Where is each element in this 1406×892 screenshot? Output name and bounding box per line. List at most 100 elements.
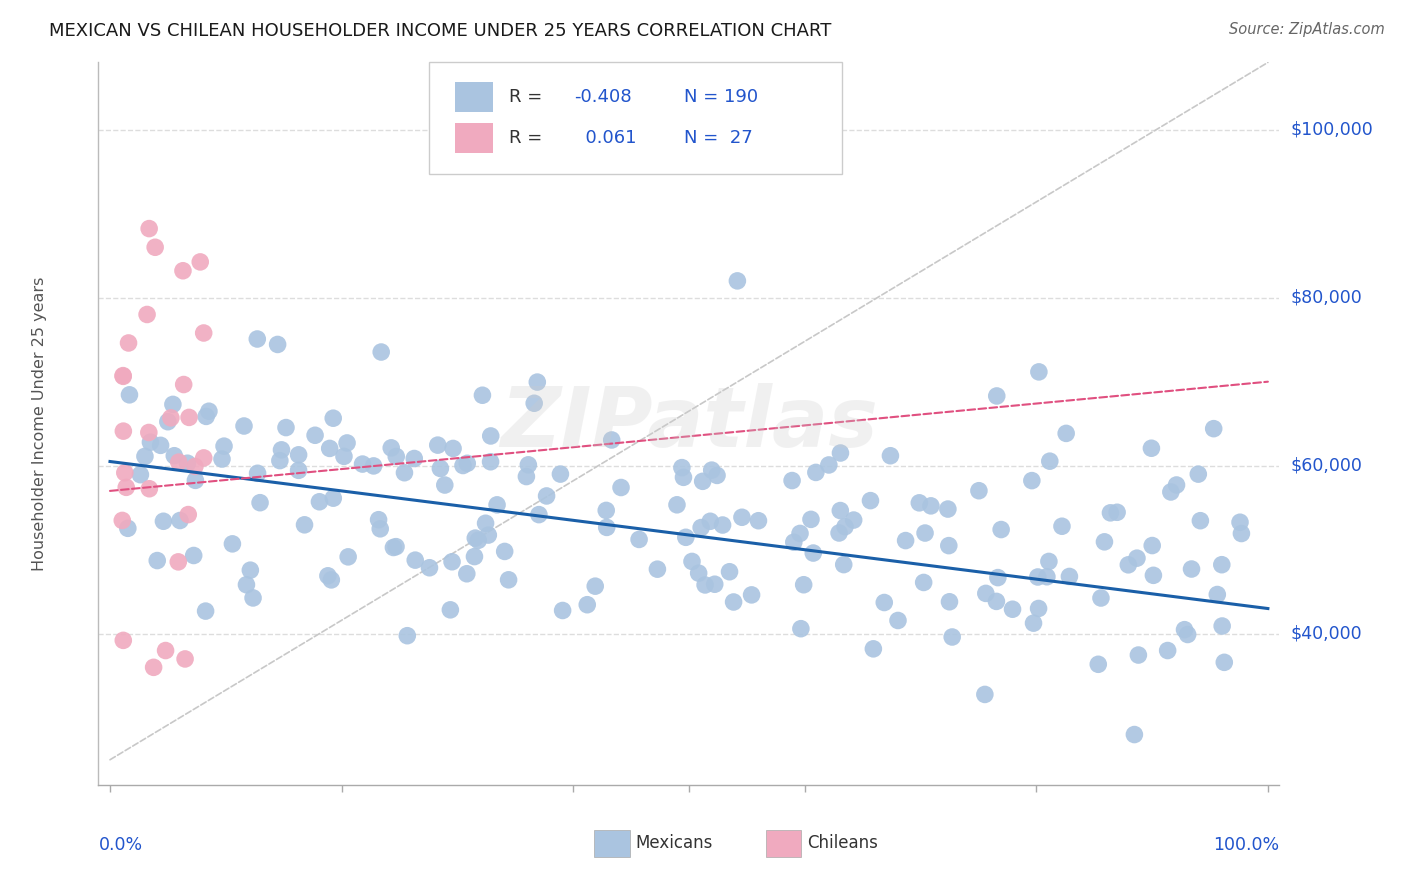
Point [117,521,139,535]
Point [426,438,449,452]
Point [451,458,474,473]
Point [936,502,959,516]
Point [498,573,520,587]
Text: R =: R = [509,129,548,147]
Point [239,563,262,577]
Point [1036,570,1059,584]
Point [938,595,960,609]
Point [134,450,156,464]
Point [249,496,271,510]
Point [129,467,152,482]
Point [894,533,917,548]
Point [463,549,485,564]
Point [610,481,633,495]
Point [1128,648,1150,662]
Point [834,519,856,533]
Point [1166,478,1188,492]
Point [479,455,502,469]
Point [368,522,391,536]
Point [163,449,186,463]
Bar [766,830,801,857]
Point [162,397,184,411]
Bar [595,830,630,857]
Point [1187,467,1209,482]
Point [246,467,269,481]
Point [1177,627,1199,641]
Point [471,388,494,402]
Point [233,419,256,434]
Point [671,460,693,475]
Point [242,591,264,605]
Point [723,595,745,609]
Point [142,660,165,674]
Point [938,539,960,553]
Point [986,389,1008,403]
Point [352,457,374,471]
Point [583,579,606,593]
Point [832,558,855,572]
Point [690,520,713,534]
Point [394,466,416,480]
Point [681,554,703,568]
Point [941,630,963,644]
Point [173,377,195,392]
Point [287,463,309,477]
Point [526,375,548,389]
Point [396,629,419,643]
Point [706,468,728,483]
Text: ZIPatlas: ZIPatlas [501,384,877,464]
Point [149,438,172,452]
Point [801,546,824,560]
Point [789,526,811,541]
Text: R =: R = [509,88,548,106]
Point [183,549,205,563]
Point [1054,426,1077,441]
Point [370,345,392,359]
Point [112,633,135,648]
Point [973,688,995,702]
Point [527,508,550,522]
Point [600,433,623,447]
Point [1118,558,1140,572]
Text: 0.0%: 0.0% [98,836,142,854]
Point [439,603,461,617]
Point [195,409,218,424]
Point [322,491,344,505]
Point [596,520,619,534]
Text: Householder Income Under 25 years: Householder Income Under 25 years [32,277,46,571]
Point [266,337,288,351]
Text: $40,000: $40,000 [1291,624,1362,643]
Point [143,240,166,254]
FancyBboxPatch shape [429,62,842,175]
Point [675,530,697,544]
Point [912,575,935,590]
Point [274,420,297,434]
Point [138,221,160,235]
Point [1028,365,1050,379]
Text: -0.408: -0.408 [575,88,633,106]
Point [741,588,763,602]
Point [804,466,827,480]
Point [536,489,558,503]
Point [138,482,160,496]
Point [176,456,198,470]
Point [160,410,183,425]
Point [550,467,572,481]
Point [700,463,723,477]
Point [456,456,478,470]
Point [177,410,200,425]
Point [1180,562,1202,576]
Text: N =  27: N = 27 [685,129,754,147]
Point [908,496,931,510]
Point [172,264,194,278]
Point [117,335,139,350]
Text: N = 190: N = 190 [685,88,758,106]
Point [156,415,179,429]
Point [1059,569,1081,583]
Point [316,569,339,583]
Point [842,513,865,527]
Point [859,493,882,508]
Point [418,560,440,574]
Point [333,450,356,464]
Point [711,518,734,533]
